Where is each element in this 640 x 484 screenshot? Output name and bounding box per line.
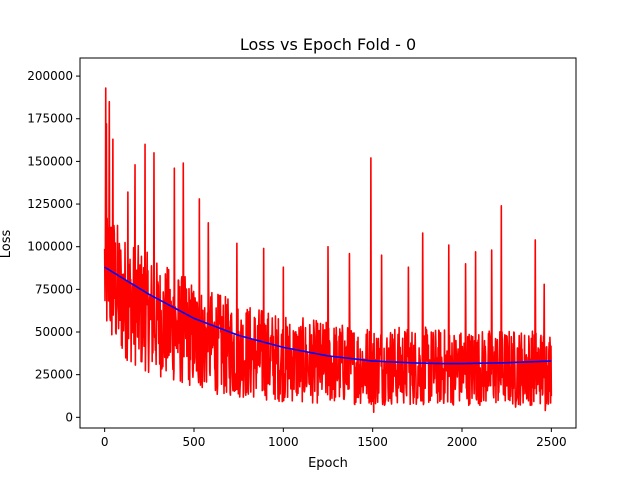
y-tick-label: 100000 — [27, 240, 73, 254]
y-tick-label: 150000 — [27, 154, 73, 168]
y-tick-label: 175000 — [27, 112, 73, 126]
y-tick-label: 125000 — [27, 197, 73, 211]
x-tick-label: 0 — [101, 435, 109, 449]
y-tick-label: 0 — [65, 410, 73, 424]
trend-line — [104, 266, 552, 365]
x-tick-label: 1500 — [357, 435, 388, 449]
y-tick-label: 50000 — [35, 325, 73, 339]
x-tick-label: 500 — [183, 435, 206, 449]
x-tick-label: 1000 — [268, 435, 299, 449]
y-tick-label: 75000 — [35, 282, 73, 296]
y-axis: 0 25000 50000 75000 100000 125000 150000 175000… — [27, 69, 80, 424]
trend-path — [104, 266, 552, 365]
x-tick-label: 2000 — [447, 435, 478, 449]
x-axis-label: Epoch — [308, 456, 348, 471]
y-axis-label: Loss — [0, 230, 14, 259]
axes-frame — [79, 57, 577, 429]
y-tick-label: 200000 — [27, 69, 73, 83]
loss-series-path — [103, 87, 553, 413]
x-tick-label: 2500 — [536, 435, 567, 449]
x-axis: 0 500 1000 1500 2000 2500 — [101, 428, 567, 449]
loss-series-line — [103, 87, 553, 413]
y-tick-label: 25000 — [35, 368, 73, 382]
chart-title: Loss vs Epoch Fold - 0 — [240, 35, 416, 54]
